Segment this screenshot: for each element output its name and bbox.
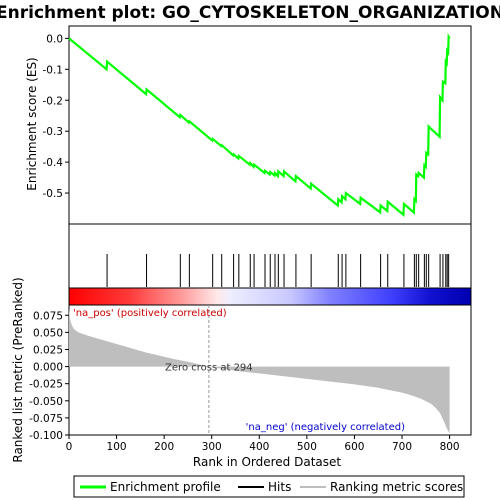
- x-tick-label: 700: [392, 441, 412, 453]
- legend: Enrichment profile Hits Ranking metric s…: [73, 475, 465, 498]
- metric-y-tick-label: -0.075: [29, 413, 63, 425]
- es-y-tick-label: -0.1: [43, 64, 64, 76]
- hits-panel: [68, 223, 472, 289]
- metric-y-tick-label: -0.050: [29, 396, 63, 408]
- pos-correlated-label: 'na_pos' (positively correlated): [73, 308, 227, 319]
- neg-correlated-label: 'na_neg' (negatively correlated): [246, 422, 405, 433]
- metric-y-axis-label: Ranked list metric (PreRanked): [11, 277, 25, 462]
- metric-panel: 0.075 0.050 0.025 0.000 -0.025 -0.050 -0.075 -0…: [29, 304, 472, 442]
- colorbar-gradient: [69, 288, 471, 305]
- es-y-tick-label: 0.0: [46, 33, 63, 45]
- hit-markers: [106, 254, 450, 287]
- legend-hits-label: Hits: [268, 480, 291, 494]
- x-tick-label: 500: [297, 441, 317, 453]
- es-y-tick-label: -0.2: [43, 95, 64, 107]
- ranking-metric-area: [69, 308, 450, 434]
- es-y-tick-label: -0.5: [43, 188, 64, 200]
- metric-axis: 0.075 0.050 0.025 0.000 -0.025 -0.050 -0.075 -0…: [29, 310, 69, 442]
- metric-y-tick-label: 0.075: [33, 310, 63, 322]
- es-panel: 0.0 -0.1 -0.2 -0.3 -0.4 -0.5: [43, 25, 472, 225]
- metric-y-tick-label: 0.000: [33, 362, 63, 374]
- legend-metric-label: Ranking metric scores: [330, 480, 463, 494]
- legend-es-label: Enrichment profile: [110, 480, 221, 494]
- es-profile-line: [68, 33, 451, 217]
- x-axis: 0 100 200 300 400 500 600 700 800: [66, 435, 460, 453]
- rank-colorbar: [68, 287, 472, 306]
- x-tick-label: 300: [202, 441, 222, 453]
- x-tick-label: 0: [66, 441, 73, 453]
- chart-title: Enrichment plot: GO_CYTOSKELETON_ORGANIZ…: [0, 3, 500, 23]
- es-y-tick-label: -0.3: [43, 126, 64, 138]
- metric-y-tick-label: 0.025: [33, 344, 63, 356]
- legend-frame: [73, 475, 465, 498]
- x-tick-label: 600: [344, 441, 364, 453]
- x-tick-label: 800: [440, 441, 460, 453]
- x-tick-label: 400: [249, 441, 269, 453]
- metric-y-tick-label: -0.100: [29, 430, 63, 442]
- metric-y-tick-label: -0.025: [29, 379, 63, 391]
- x-tick-label: 100: [107, 441, 127, 453]
- x-tick-label: 200: [154, 441, 174, 453]
- metric-y-tick-label: 0.050: [33, 327, 63, 339]
- x-axis-label: Rank in Ordered Dataset: [193, 455, 341, 469]
- es-panel-frame: [68, 25, 472, 225]
- es-axis: 0.0 -0.1 -0.2 -0.3 -0.4 -0.5: [43, 33, 69, 200]
- es-y-axis-label: Enrichment score (ES): [25, 57, 39, 190]
- es-y-tick-label: -0.4: [43, 157, 64, 169]
- zero-cross-label: Zero cross at 294: [165, 363, 253, 374]
